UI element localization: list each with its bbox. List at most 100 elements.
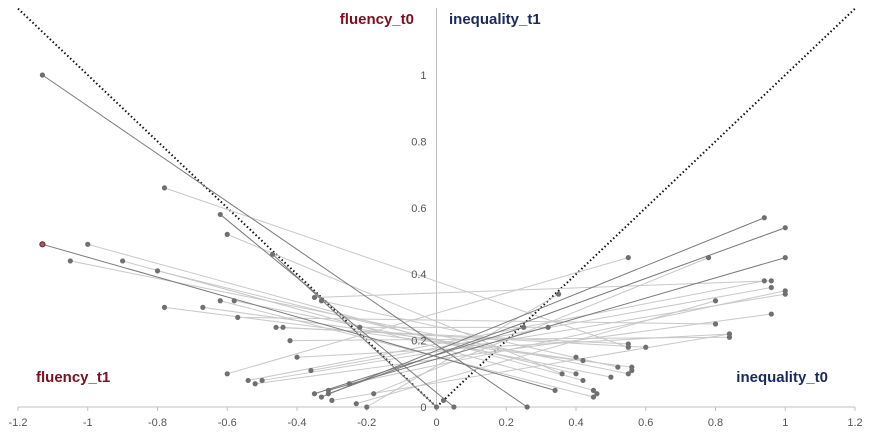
tick-labels-group: -1.2 -1 -0.8 -0.6 -0.4 -0.2 0 0.2 0.4 0.6 0.8 1 1.2 0… <box>9 70 863 429</box>
x-tick-label: 0.2 <box>499 417 514 429</box>
inequality-point <box>761 278 767 284</box>
inequality-point <box>761 215 767 221</box>
inequality-point <box>625 371 631 377</box>
fluency-point <box>311 391 318 397</box>
x-tick-label: -0.6 <box>218 417 237 429</box>
x-tick-label: 1.2 <box>847 417 862 429</box>
y-tick-label: 0.6 <box>411 203 426 215</box>
inequality-point <box>524 404 530 410</box>
connection-line <box>314 280 772 298</box>
inequality-point <box>726 331 733 337</box>
connection-line <box>262 293 786 381</box>
fluency-point <box>224 371 230 377</box>
connection-line <box>227 257 629 375</box>
connection-line <box>296 333 730 358</box>
x-tick-label: 0.4 <box>568 417 583 429</box>
quadrant-label-bottom-left: fluency_t1 <box>36 369 110 386</box>
fluency-point <box>39 72 46 78</box>
x-tick-label: 0.8 <box>708 417 723 429</box>
points-group <box>39 72 788 410</box>
fluency-point <box>67 258 73 264</box>
quadrant-label-top-left: fluency_t0 <box>340 11 414 28</box>
connection-line <box>321 217 765 398</box>
connection-line <box>70 260 629 375</box>
connection-line <box>272 253 437 408</box>
fluency-point <box>161 304 168 310</box>
fluency-point <box>318 394 325 400</box>
fluency-point <box>85 241 91 247</box>
fluency-point <box>259 377 265 384</box>
quadrant-labels-group: fluency_t0 inequality_t1 fluency_t1 ineq… <box>36 11 828 386</box>
fluency-point <box>252 381 258 387</box>
x-tick-label: -0.2 <box>357 417 376 429</box>
quadrant-label-bottom-right: inequality_t0 <box>736 369 828 386</box>
fluency-point <box>357 324 363 330</box>
x-tick-label: -1.2 <box>9 417 28 429</box>
inequality-point <box>590 387 597 393</box>
fluency-point <box>311 294 318 301</box>
connection-line <box>321 300 618 368</box>
diagonal-reference-line <box>17 7 438 408</box>
inequality-point <box>625 255 631 261</box>
connection-line <box>283 326 646 348</box>
inequality-point <box>712 321 719 327</box>
inequality-point <box>580 377 586 384</box>
inequality-point <box>643 344 649 350</box>
inequality-point <box>590 394 597 400</box>
fluency-point <box>161 185 168 191</box>
inequality-point <box>545 324 551 330</box>
fluency-point <box>245 377 251 384</box>
connection-line <box>164 187 629 348</box>
connection-line <box>248 280 765 381</box>
inequality-point <box>615 364 621 370</box>
inequality-point <box>782 288 788 294</box>
fluency-point <box>318 298 325 304</box>
x-tick-label: -1 <box>83 417 93 429</box>
y-tick-label: 0.2 <box>411 336 426 348</box>
fluency-point <box>273 324 279 330</box>
fluency-point <box>287 338 293 344</box>
connection-line <box>328 257 786 391</box>
fluency-point <box>364 404 370 410</box>
fluency-point <box>329 397 335 403</box>
data-point <box>440 397 447 403</box>
fluency-point <box>280 324 286 330</box>
x-tick-label: -0.4 <box>288 417 307 429</box>
quadrant-label-top-right: inequality_t1 <box>449 11 541 28</box>
connection-line <box>219 214 455 408</box>
inequality-point <box>552 387 558 393</box>
y-tick-label: 1 <box>420 70 426 82</box>
inequality-point <box>768 278 774 284</box>
fluency-point <box>39 241 46 248</box>
fluency-point <box>224 231 230 237</box>
y-tick-label: 0.4 <box>411 269 426 281</box>
fluency-point <box>371 391 377 397</box>
connection-line <box>227 233 563 375</box>
inequality-point <box>705 255 712 261</box>
inequality-point <box>608 374 614 380</box>
fluency-point <box>154 268 161 274</box>
inequality-point <box>782 225 788 231</box>
inequality-point <box>555 291 562 297</box>
connection-line <box>331 333 730 401</box>
connection-line <box>373 257 709 395</box>
inequality-point <box>433 404 440 410</box>
fluency-point <box>325 391 331 397</box>
fluency-point <box>200 304 206 310</box>
inequality-point <box>768 311 774 317</box>
data-point <box>573 354 579 360</box>
connection-line <box>42 243 556 391</box>
inequality-point <box>451 404 457 410</box>
inequality-point <box>625 341 631 347</box>
x-tick-label: -0.8 <box>148 417 167 429</box>
fluency-point <box>217 298 223 304</box>
connection-line <box>366 293 559 408</box>
fluency-point <box>231 298 237 304</box>
fluency-point <box>353 401 359 407</box>
inequality-point <box>521 324 527 330</box>
fluency-point <box>294 354 300 360</box>
fluency-point <box>235 314 241 320</box>
connection-line <box>349 290 786 385</box>
